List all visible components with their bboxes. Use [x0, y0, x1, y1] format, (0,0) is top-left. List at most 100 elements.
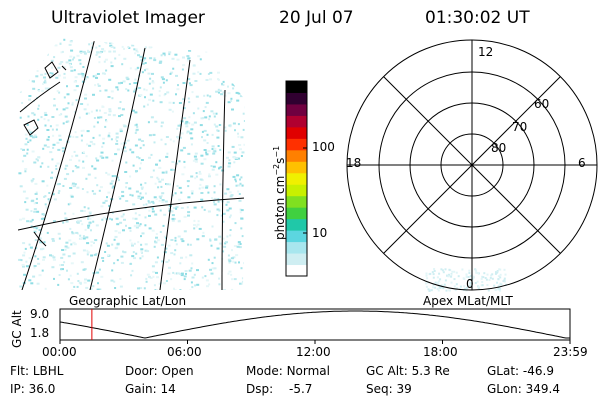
emission-pixel [147, 200, 150, 203]
emission-pixel [176, 88, 180, 91]
emission-pixel [134, 217, 138, 220]
emission-pixel [205, 279, 209, 282]
emission-pixel [188, 116, 191, 119]
emission-pixel [474, 282, 477, 284]
emission-pixel [194, 80, 198, 82]
emission-pixel [158, 159, 161, 162]
emission-pixel [139, 257, 142, 260]
emission-pixel [41, 89, 45, 92]
emission-pixel [41, 162, 44, 165]
emission-pixel [234, 261, 237, 264]
emission-pixel [80, 139, 83, 142]
emission-pixel [239, 211, 242, 214]
emission-pixel [199, 58, 202, 61]
emission-pixel [187, 152, 191, 155]
emission-pixel [233, 161, 236, 164]
emission-pixel [437, 289, 440, 292]
emission-pixel [179, 289, 182, 290]
emission-pixel [131, 44, 135, 47]
emission-pixel [44, 114, 48, 116]
emission-pixel [228, 159, 231, 162]
emission-pixel [24, 201, 27, 204]
emission-pixel [33, 126, 36, 129]
emission-pixel [40, 73, 44, 76]
emission-pixel [34, 239, 37, 242]
emission-pixel [243, 120, 245, 122]
emission-pixel [154, 241, 158, 244]
emission-pixel [145, 280, 148, 283]
emission-pixel [189, 254, 193, 257]
emission-pixel [105, 120, 108, 123]
emission-pixel [148, 82, 151, 85]
emission-pixel [107, 113, 111, 116]
emission-pixel [86, 143, 89, 146]
emission-pixel [239, 178, 241, 181]
emission-pixel [183, 160, 186, 163]
emission-pixel [232, 175, 236, 178]
emission-pixel [122, 229, 125, 232]
colorbar-segment [286, 81, 307, 93]
emission-pixel [94, 239, 98, 242]
emission-pixel [187, 211, 191, 214]
emission-pixel [159, 101, 163, 104]
emission-pixel [193, 219, 196, 222]
emission-pixel [503, 268, 506, 271]
emission-pixel [179, 136, 182, 139]
emission-pixel [53, 56, 56, 59]
emission-pixel [33, 266, 36, 269]
emission-pixel [459, 285, 462, 288]
emission-pixel [177, 137, 181, 140]
emission-pixel [438, 286, 441, 289]
emission-pixel [171, 217, 175, 220]
emission-pixel [18, 172, 22, 175]
emission-pixel [140, 162, 142, 165]
emission-pixel [33, 134, 37, 137]
emission-pixel [203, 158, 207, 161]
emission-pixel [432, 283, 435, 286]
emission-pixel [115, 138, 117, 141]
emission-pixel [214, 238, 218, 241]
emission-pixel [110, 45, 114, 48]
emission-pixel [213, 197, 217, 200]
emission-pixel [66, 173, 70, 176]
emission-pixel [239, 243, 242, 245]
emission-pixel [134, 111, 138, 114]
emission-pixel [19, 116, 22, 119]
emission-pixel [151, 206, 154, 209]
emission-pixel [191, 262, 194, 265]
emission-pixel [57, 148, 61, 151]
emission-pixel [212, 150, 216, 153]
emission-pixel [439, 278, 442, 281]
emission-pixel [151, 200, 155, 203]
emission-pixel [165, 280, 168, 282]
emission-pixel [19, 285, 23, 288]
emission-pixel [213, 147, 217, 150]
emission-pixel [63, 76, 66, 79]
emission-pixel [35, 202, 38, 204]
left-panel-label: Geographic Lat/Lon [69, 294, 187, 308]
emission-pixel [217, 145, 220, 147]
emission-pixel [217, 200, 220, 203]
emission-pixel [215, 90, 219, 93]
emission-pixel [31, 180, 33, 183]
emission-pixel [86, 130, 90, 133]
emission-pixel [110, 61, 113, 64]
emission-pixel [67, 255, 71, 258]
emission-pixel [208, 283, 211, 286]
emission-pixel [170, 278, 173, 281]
emission-pixel [70, 262, 74, 265]
emission-pixel [203, 94, 206, 97]
emission-pixel [175, 272, 178, 275]
emission-pixel [78, 159, 81, 162]
emission-pixel [480, 277, 483, 280]
emission-pixel [475, 271, 478, 274]
emission-pixel [82, 237, 86, 240]
emission-pixel [43, 118, 46, 121]
emission-pixel [497, 275, 500, 278]
emission-pixel [441, 269, 444, 272]
emission-pixel [120, 261, 124, 264]
emission-pixel [76, 221, 80, 224]
emission-pixel [80, 134, 83, 137]
emission-pixel [212, 112, 215, 115]
emission-pixel [125, 88, 128, 91]
